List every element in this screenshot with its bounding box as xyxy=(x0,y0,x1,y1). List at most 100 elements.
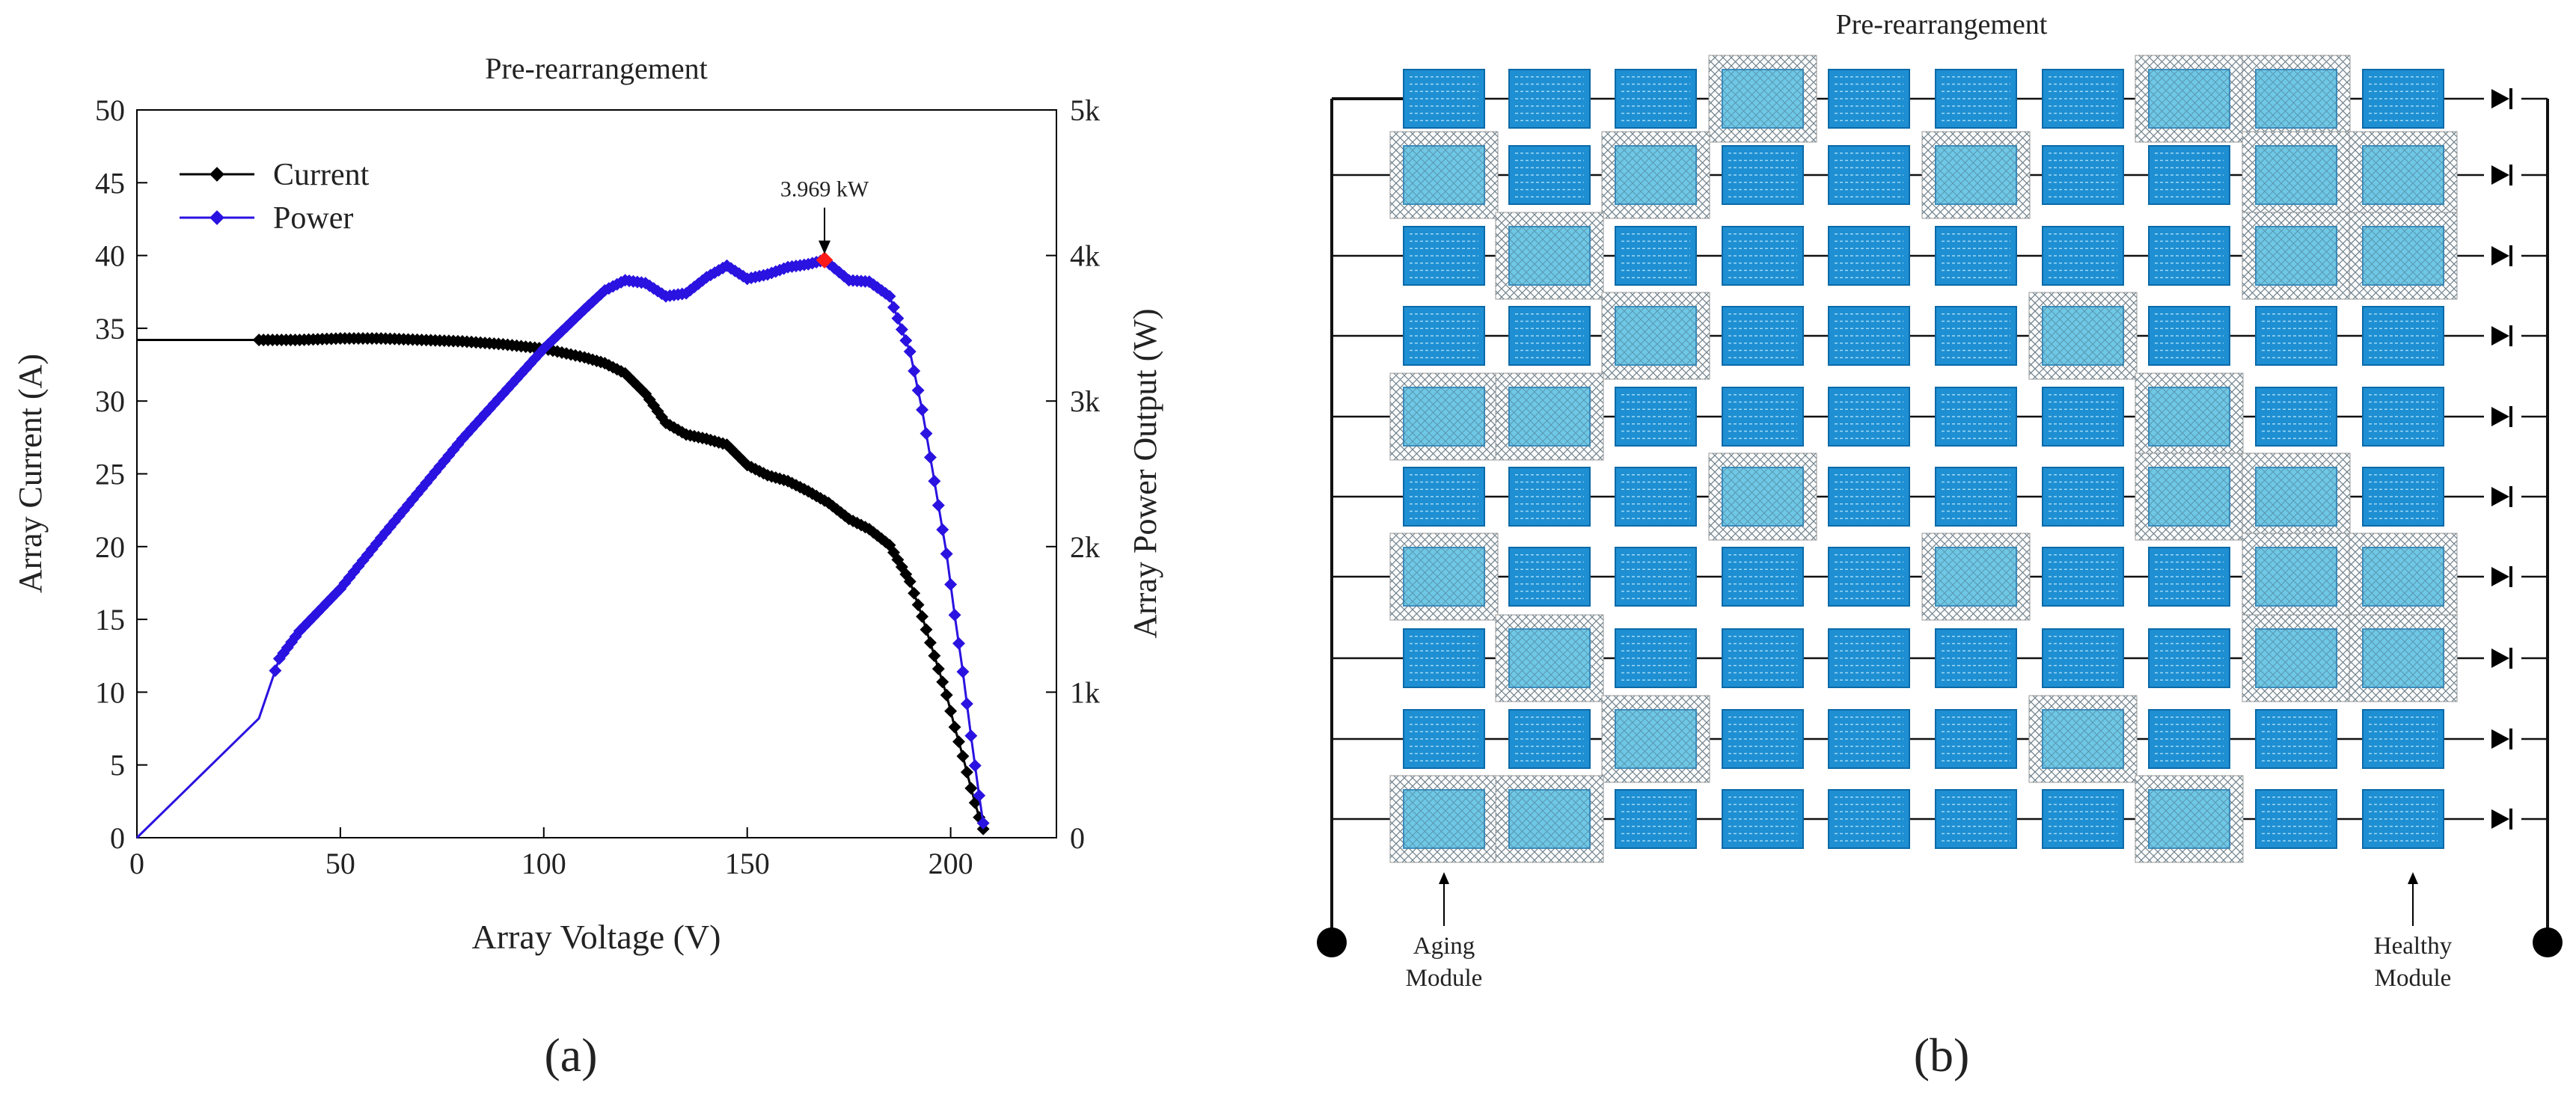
power-point xyxy=(911,384,925,397)
power-point xyxy=(923,450,937,464)
x-axis-label: Array Voltage (V) xyxy=(472,918,721,956)
healthy-arrow-head xyxy=(2408,872,2418,884)
power-point xyxy=(899,334,913,347)
aging-module xyxy=(2028,695,2138,783)
mpp-arrow-head xyxy=(819,240,831,254)
aging-module xyxy=(2349,131,2458,219)
healthy-module xyxy=(1722,628,1804,688)
y-tick-label: 40 xyxy=(95,239,125,273)
aging-module xyxy=(1389,775,1499,863)
power-point xyxy=(891,312,905,325)
healthy-module xyxy=(1615,547,1697,607)
module-grid xyxy=(1389,55,2458,863)
healthy-module xyxy=(2148,145,2230,205)
healthy-module xyxy=(1403,709,1485,769)
aging-module xyxy=(2349,533,2458,621)
healthy-module xyxy=(1828,547,1910,607)
diode-icon xyxy=(2491,325,2512,346)
y2-axis-label: Array Power Output (W) xyxy=(1127,308,1163,638)
y-tick-label: 25 xyxy=(95,458,125,491)
y-tick-label: 45 xyxy=(95,166,125,200)
array-title: Pre-rearrangement xyxy=(1836,9,2048,40)
aging-module xyxy=(1921,131,2031,219)
mpp-annotation: 3.969 kW xyxy=(780,177,869,254)
healthy-module xyxy=(1722,387,1804,447)
current-point xyxy=(923,636,937,649)
healthy-module xyxy=(1828,306,1910,366)
mpp-label: 3.969 kW xyxy=(780,177,869,202)
aging-module xyxy=(1389,372,1499,461)
healthy-module xyxy=(2148,547,2230,607)
current-point xyxy=(920,623,933,637)
y-tick-label: 10 xyxy=(95,675,125,709)
current-point xyxy=(936,675,949,689)
y2-tick-label: 0 xyxy=(1070,821,1085,855)
healthy-module xyxy=(1828,709,1910,769)
aging-label-line2: Module xyxy=(1406,965,1483,992)
current-point xyxy=(903,575,917,588)
y2-tick-label: 5k xyxy=(1070,93,1100,127)
healthy-module xyxy=(2255,306,2337,366)
current-point xyxy=(908,586,921,600)
healthy-module xyxy=(1508,69,1591,129)
aging-module xyxy=(1495,212,1604,300)
diode-icon xyxy=(2491,88,2512,109)
healthy-module xyxy=(1722,547,1804,607)
aging-module-pointer: Aging Module xyxy=(1406,872,1483,992)
aging-module xyxy=(2242,533,2351,621)
healthy-module xyxy=(2042,145,2124,205)
healthy-module xyxy=(1508,547,1591,607)
current-point xyxy=(940,688,953,702)
power-point xyxy=(976,817,990,830)
healthy-module xyxy=(1508,306,1591,366)
y2-tick-label: 4k xyxy=(1070,239,1100,273)
y-tick-label: 35 xyxy=(95,312,125,346)
healthy-module xyxy=(1508,467,1591,527)
healthy-module xyxy=(1615,226,1697,286)
power-point xyxy=(916,403,929,417)
healthy-module xyxy=(2255,789,2337,849)
y2-tick-label: 1k xyxy=(1070,675,1100,709)
healthy-module xyxy=(1828,69,1910,129)
legend-current-marker xyxy=(209,167,224,182)
healthy-module xyxy=(1935,387,2017,447)
aging-module xyxy=(2349,614,2458,702)
healthy-module xyxy=(1615,467,1697,527)
y-tick-label: 0 xyxy=(110,821,125,855)
healthy-module xyxy=(2042,547,2124,607)
power-point xyxy=(964,729,978,743)
power-point xyxy=(973,789,986,803)
healthy-module xyxy=(1722,709,1804,769)
aging-module xyxy=(2135,372,2244,461)
healthy-module xyxy=(2255,709,2337,769)
current-point xyxy=(964,782,978,795)
diode-icon xyxy=(2491,245,2512,266)
diode-icon xyxy=(2491,486,2512,507)
healthy-module xyxy=(1508,709,1591,769)
healthy-module xyxy=(1828,467,1910,527)
healthy-module xyxy=(2362,387,2444,447)
legend: Current Power xyxy=(180,158,370,236)
healthy-module xyxy=(1935,226,2017,286)
healthy-label-line1: Healthy xyxy=(2374,933,2453,960)
healthy-module xyxy=(2362,306,2444,366)
aging-module xyxy=(1601,131,1710,219)
y-tick-label: 30 xyxy=(95,384,125,418)
power-point xyxy=(944,577,958,591)
healthy-module xyxy=(2148,709,2230,769)
power-point xyxy=(936,523,949,536)
x-tick-label: 100 xyxy=(521,847,566,880)
healthy-module xyxy=(1403,69,1485,129)
healthy-module xyxy=(1403,467,1485,527)
healthy-module xyxy=(1615,387,1697,447)
aging-module xyxy=(1495,614,1604,702)
current-series-line xyxy=(137,337,985,829)
right-terminal xyxy=(2533,927,2563,957)
power-point xyxy=(940,548,953,561)
panel-a-label: (a) xyxy=(544,1028,597,1082)
aging-module xyxy=(1389,533,1499,621)
current-markers xyxy=(252,332,990,835)
diode-icon xyxy=(2491,566,2512,587)
healthy-module xyxy=(1722,306,1804,366)
